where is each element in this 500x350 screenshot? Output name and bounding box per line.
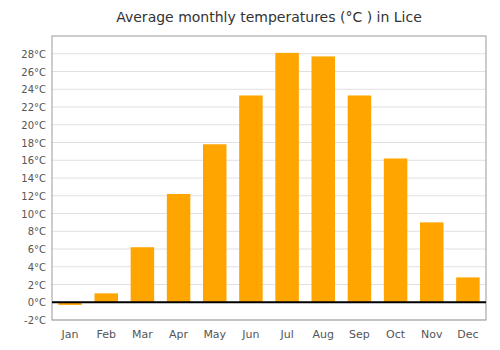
- x-tick-label: May: [203, 328, 226, 341]
- y-tick-label: 8°C: [28, 226, 46, 237]
- grid: [52, 54, 486, 320]
- x-tick-label: Mar: [132, 328, 153, 341]
- y-tick-label: 22°C: [21, 102, 46, 113]
- y-tick-label: 2°C: [28, 280, 46, 291]
- grid-line: [52, 124, 486, 125]
- grid-line: [52, 53, 486, 54]
- grid-line: [52, 302, 486, 303]
- x-tick-label: Nov: [421, 328, 443, 341]
- y-tick-label: 16°C: [21, 155, 46, 166]
- y-tick-label: 4°C: [28, 262, 46, 273]
- title: Average monthly temperatures (°C ) in Li…: [116, 9, 422, 25]
- y-tick-label: 10°C: [21, 209, 46, 220]
- chart: Average monthly temperatures (°C ) in Li…: [0, 0, 500, 350]
- x-tick-label: Jun: [241, 328, 259, 341]
- x-tick-label: Sep: [349, 328, 370, 341]
- x-tick-label: Apr: [169, 328, 189, 341]
- x-tick-label: Jul: [279, 328, 293, 341]
- bar: [384, 158, 408, 302]
- bar: [275, 53, 299, 302]
- x-tick-label: Aug: [313, 328, 334, 341]
- grid-line: [52, 107, 486, 108]
- zero-line: [52, 301, 486, 303]
- bar: [167, 194, 191, 302]
- grid-line: [52, 160, 486, 161]
- x-tick-label: Jan: [61, 328, 79, 341]
- grid-line: [52, 213, 486, 214]
- grid-line: [52, 71, 486, 72]
- grid-line: [52, 142, 486, 143]
- bar: [456, 277, 480, 302]
- bar: [94, 293, 118, 302]
- bar: [348, 95, 372, 302]
- x-tick-label: Oct: [386, 328, 406, 341]
- y-tick-label: 20°C: [21, 120, 46, 131]
- grid-line: [52, 178, 486, 179]
- x-tick-label: Dec: [457, 328, 478, 341]
- y-tick-label: 0°C: [28, 297, 46, 308]
- y-tick-label: 28°C: [21, 49, 46, 60]
- bar: [131, 247, 155, 302]
- bars: [58, 53, 479, 305]
- bar: [420, 222, 444, 302]
- grid-line: [52, 195, 486, 196]
- y-tick-label: 26°C: [21, 67, 46, 78]
- grid-line: [52, 89, 486, 90]
- bar: [311, 56, 335, 302]
- y-tick-label: 24°C: [21, 84, 46, 95]
- y-tick-label: 6°C: [28, 244, 46, 255]
- y-tick-label: 12°C: [21, 191, 46, 202]
- x-tick-label: Feb: [97, 328, 116, 341]
- plot-frame: [52, 36, 486, 320]
- bar: [239, 95, 263, 302]
- y-tick-label: -2°C: [24, 315, 46, 326]
- bar: [203, 144, 227, 302]
- y-tick-label: 14°C: [21, 173, 46, 184]
- y-tick-label: 18°C: [21, 138, 46, 149]
